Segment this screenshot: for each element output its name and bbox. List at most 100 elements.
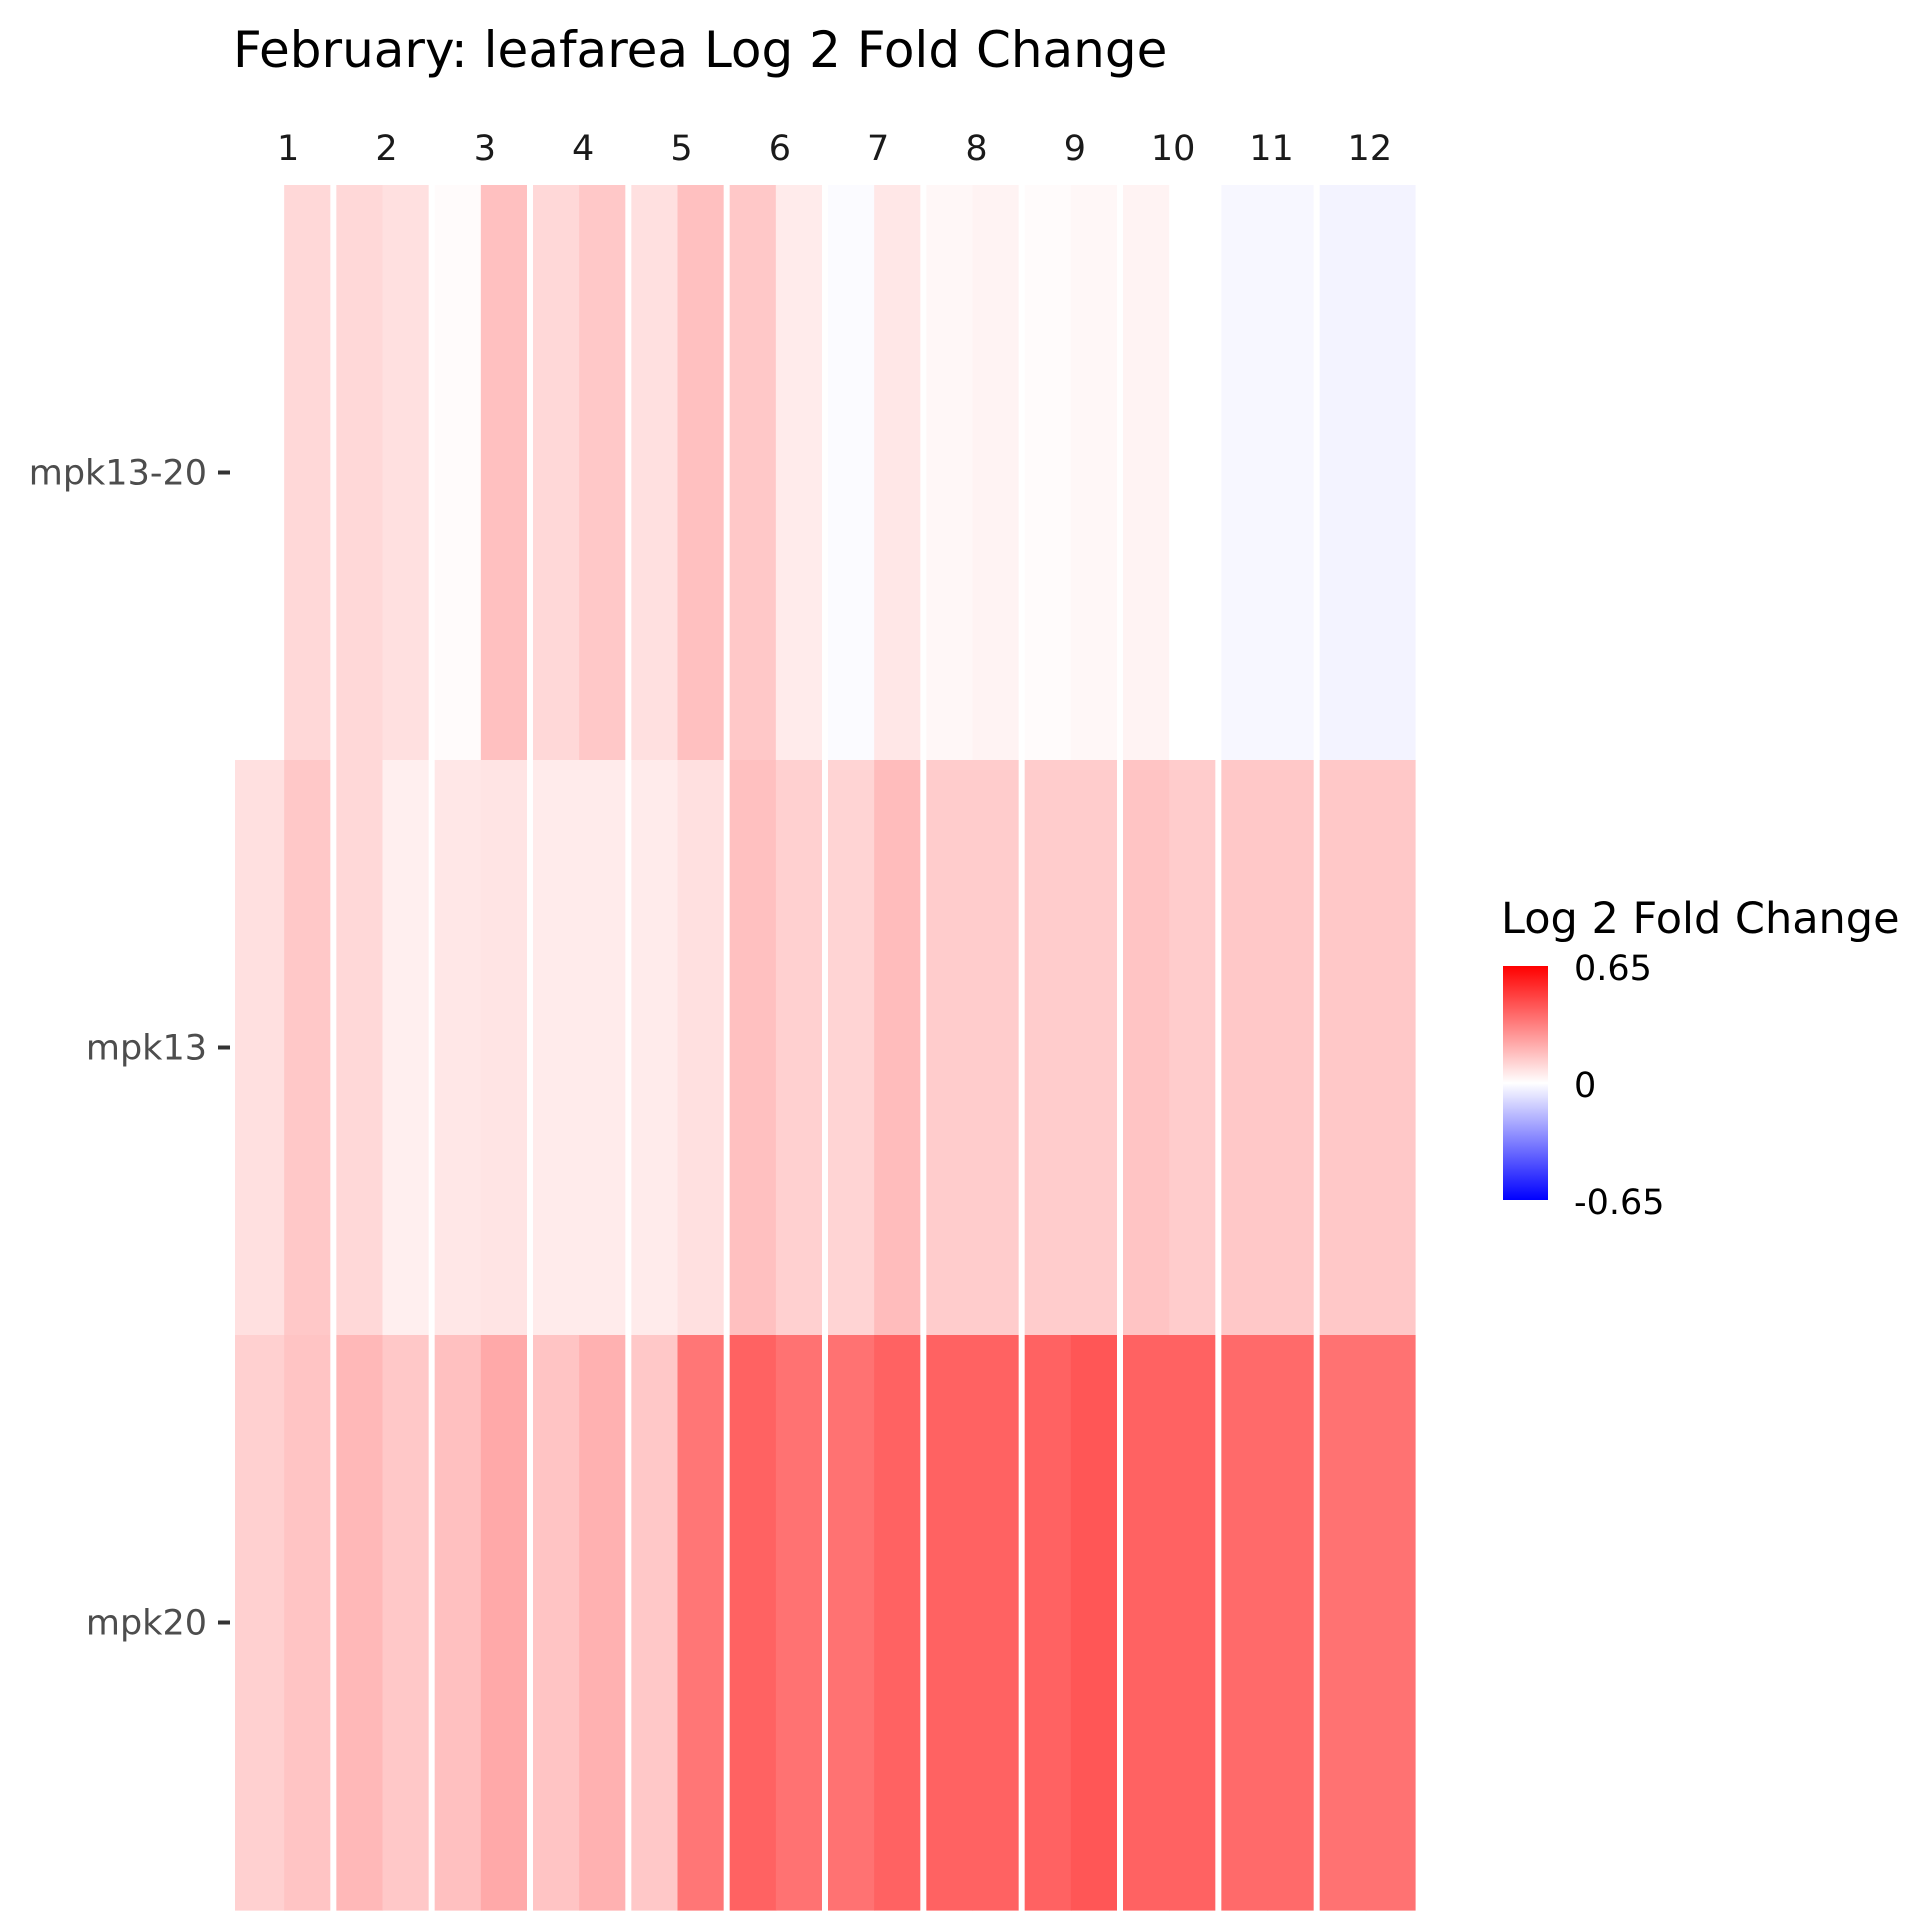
heatmap-cell-mpk13-1-1 [235, 760, 285, 1336]
column-separator [1117, 184, 1123, 1911]
column-label: 2 [375, 129, 397, 169]
row-labels: mpk13-20 mpk13 mpk20 [29, 454, 230, 1644]
heatmap-cell-mpk13-20-12-1 [1316, 185, 1367, 761]
column-label: 3 [474, 129, 496, 169]
heatmap-cell-mpk20-6-1 [726, 1335, 777, 1911]
column-label: 8 [965, 129, 987, 169]
heatmap-cell-mpk13-20-3-2 [480, 185, 531, 761]
heatmap-cell-mpk20-4-1 [530, 1335, 580, 1911]
column-separator [1018, 184, 1025, 1911]
heatmap-cell-mpk13-20-11-1 [1218, 185, 1269, 761]
heatmap-cell-mpk13-20-7-1 [825, 185, 875, 761]
heatmap-cell-mpk20-12-2 [1365, 1335, 1416, 1911]
heatmap-cell-mpk20-1-1 [235, 1335, 285, 1911]
heatmap-cell-mpk13-2-2 [382, 760, 433, 1336]
heatmap-cell-mpk20-10-1 [1120, 1335, 1170, 1911]
column-label: 12 [1348, 129, 1393, 169]
heatmap-cell-mpk13-4-1 [530, 760, 580, 1336]
heatmap-cell-mpk13-10-1 [1120, 760, 1170, 1336]
heatmap-cell-mpk13-20-1-2 [284, 185, 334, 761]
column-separator [625, 184, 632, 1911]
heatmap-cell-mpk20-2-2 [382, 1335, 433, 1911]
heatmap-cell-mpk20-8-2 [972, 1335, 1023, 1911]
heatmap-cell-mpk13-20-10-1 [1120, 185, 1170, 761]
heatmap-cell-mpk13-8-2 [972, 760, 1023, 1336]
chart-title: February: leafarea Log 2 Fold Change [233, 21, 1167, 79]
column-label: 11 [1249, 129, 1294, 169]
column-label: 4 [572, 129, 594, 169]
heatmap-cell-mpk20-7-1 [825, 1335, 875, 1911]
column-separator [723, 184, 730, 1911]
row-label: mpk13 [86, 1029, 207, 1069]
heatmap-cell-mpk20-9-2 [1070, 1335, 1121, 1911]
heatmap-cells [235, 185, 1416, 1911]
heatmap-cell-mpk20-4-2 [579, 1335, 629, 1911]
heatmap-cell-mpk20-11-2 [1267, 1335, 1318, 1911]
heatmap-cell-mpk13-20-9-1 [1021, 185, 1072, 761]
heatmap-cell-mpk13-7-2 [874, 760, 924, 1336]
heatmap-cell-mpk13-20-5-1 [628, 185, 679, 761]
heatmap-cell-mpk13-10-2 [1169, 760, 1219, 1336]
heatmap-cell-mpk13-9-2 [1070, 760, 1121, 1336]
column-separators [330, 184, 1320, 1911]
row-label: mpk13-20 [29, 454, 207, 494]
heatmap-cell-mpk13-20-6-2 [775, 185, 826, 761]
heatmap-cell-mpk13-11-1 [1218, 760, 1269, 1336]
column-labels: 1 2 3 4 5 6 7 8 9 10 11 12 [277, 129, 1392, 169]
legend: Log 2 Fold Change 0.65 0 -0.65 [1501, 894, 1900, 1223]
heatmap-cell-mpk13-20-8-1 [923, 185, 974, 761]
legend-mid-label: 0 [1574, 1066, 1596, 1106]
heatmap-cell-mpk20-2-1 [333, 1335, 384, 1911]
heatmap-cell-mpk13-20-5-2 [677, 185, 728, 761]
heatmap-cell-mpk20-7-2 [874, 1335, 924, 1911]
heatmap-cell-mpk13-20-10-2 [1169, 185, 1219, 761]
heatmap-cell-mpk13-11-2 [1267, 760, 1318, 1336]
heatmap-cell-mpk13-20-1-1 [235, 185, 285, 761]
heatmap-cell-mpk13-7-1 [825, 760, 875, 1336]
heatmap-cell-mpk13-20-4-1 [530, 185, 580, 761]
heatmap-cell-mpk20-10-2 [1169, 1335, 1219, 1911]
heatmap-cell-mpk13-3-1 [431, 760, 482, 1336]
heatmap-cell-mpk13-8-1 [923, 760, 974, 1336]
heatmap-cell-mpk13-5-2 [677, 760, 728, 1336]
column-separator [527, 184, 533, 1911]
heatmap-cell-mpk13-20-2-1 [333, 185, 384, 761]
heatmap-cell-mpk20-11-1 [1218, 1335, 1269, 1911]
legend-max-label: 0.65 [1574, 949, 1652, 989]
heatmap-cell-mpk13-6-1 [726, 760, 777, 1336]
column-separator [1215, 184, 1222, 1911]
heatmap-cell-mpk13-20-8-2 [972, 185, 1023, 761]
heatmap-cell-mpk20-8-1 [923, 1335, 974, 1911]
heatmap-cell-mpk13-1-2 [284, 760, 334, 1336]
column-separator [1313, 184, 1320, 1911]
heatmap-cell-mpk20-9-1 [1021, 1335, 1072, 1911]
column-label: 7 [867, 129, 889, 169]
column-separator [920, 184, 927, 1911]
legend-min-label: -0.65 [1574, 1183, 1665, 1223]
heatmap-cell-mpk13-20-3-1 [431, 185, 482, 761]
legend-title: Log 2 Fold Change [1501, 894, 1900, 944]
heatmap-cell-mpk13-20-11-2 [1267, 185, 1318, 761]
heatmap-cell-mpk13-20-12-2 [1365, 185, 1416, 761]
heatmap-cell-mpk13-20-2-2 [382, 185, 433, 761]
heatmap-cell-mpk20-1-2 [284, 1335, 334, 1911]
heatmap-cell-mpk13-6-2 [775, 760, 826, 1336]
heatmap-cell-mpk13-5-1 [628, 760, 679, 1336]
row-label: mpk20 [86, 1604, 207, 1644]
heatmap-cell-mpk20-6-2 [775, 1335, 826, 1911]
heatmap-cell-mpk13-12-2 [1365, 760, 1416, 1336]
heatmap-cell-mpk13-12-1 [1316, 760, 1367, 1336]
heatmap-cell-mpk13-3-2 [480, 760, 531, 1336]
heatmap-cell-mpk13-20-4-2 [579, 185, 629, 761]
heatmap-cell-mpk13-20-7-2 [874, 185, 924, 761]
column-separator [822, 184, 828, 1911]
column-separator [330, 184, 337, 1911]
heatmap-cell-mpk13-20-6-1 [726, 185, 777, 761]
heatmap-cell-mpk20-5-2 [677, 1335, 728, 1911]
column-label: 6 [769, 129, 791, 169]
heatmap-cell-mpk13-9-1 [1021, 760, 1072, 1336]
column-label: 5 [670, 129, 692, 169]
heatmap-cell-mpk13-4-2 [579, 760, 629, 1336]
column-label: 9 [1064, 129, 1086, 169]
heatmap-cell-mpk20-12-1 [1316, 1335, 1367, 1911]
